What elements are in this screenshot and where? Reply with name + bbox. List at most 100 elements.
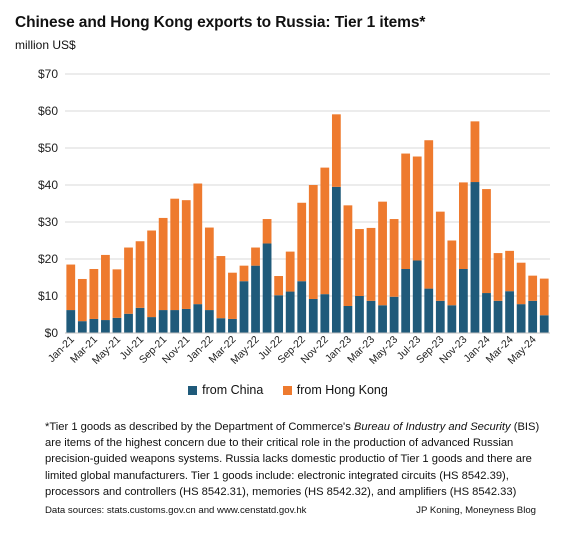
bar-china — [239, 281, 249, 333]
bar-china — [274, 295, 284, 333]
bar-hongkong — [135, 241, 145, 308]
y-axis-unit-label: million US$ — [15, 38, 76, 52]
bar-hongkong — [112, 269, 122, 318]
bar-hongkong — [505, 250, 514, 292]
bar-hongkong — [204, 227, 214, 311]
bar-china — [285, 291, 295, 333]
stacked-bar-chart: $0$10$20$30$40$50$60$70Jan-21Mar-21May-2… — [38, 67, 550, 367]
bar-china — [459, 268, 468, 333]
bar-hongkong — [66, 264, 76, 311]
legend: from China from Hong Kong — [0, 383, 576, 398]
footnote-italic: Bureau of Industry and Security — [353, 421, 511, 433]
bar-hongkong — [170, 198, 180, 311]
bar-china — [412, 260, 422, 333]
bar-china — [170, 310, 180, 333]
chart-title: Chinese and Hong Kong exports to Russia:… — [15, 14, 426, 31]
bar-hongkong — [297, 202, 307, 282]
bar-hongkong — [181, 200, 191, 309]
bar-hongkong — [285, 251, 295, 292]
bar-china — [101, 320, 110, 333]
y-tick-label: $30 — [38, 215, 58, 229]
bar-hongkong — [378, 201, 387, 306]
bar-hongkong — [262, 219, 272, 244]
y-tick-label: $50 — [38, 141, 58, 155]
bar-china — [470, 182, 480, 333]
legend-swatch-china — [188, 385, 198, 395]
bar-china — [193, 304, 203, 333]
y-tick-label: $20 — [38, 252, 58, 266]
bar-hongkong — [470, 121, 480, 183]
legend-label-china: from China — [202, 383, 264, 397]
bar-hongkong — [320, 167, 330, 295]
y-tick-label: $60 — [38, 104, 58, 118]
bar-hongkong — [147, 230, 156, 318]
bar-china — [366, 300, 376, 333]
author-credit: JP Koning, Moneyness Blog — [416, 505, 536, 516]
legend-item-china: from China — [188, 383, 263, 397]
bar-china — [389, 296, 399, 333]
bar-hongkong — [193, 183, 203, 305]
bars — [66, 114, 549, 333]
bar-hongkong — [401, 153, 411, 269]
bar-china — [89, 318, 99, 333]
bar-china — [216, 318, 226, 333]
bar-hongkong — [274, 276, 284, 296]
bar-china — [343, 305, 353, 333]
bar-china — [228, 318, 237, 333]
gridlines — [65, 73, 550, 297]
bar-hongkong — [89, 268, 99, 319]
y-tick-label: $40 — [38, 178, 58, 192]
bar-hongkong — [228, 272, 237, 319]
footnote: *Tier 1 goods as described by the Depart… — [45, 419, 545, 500]
y-tick-label: $10 — [38, 289, 58, 303]
bar-china — [297, 281, 307, 333]
bar-hongkong — [77, 278, 87, 322]
bar-hongkong — [124, 247, 133, 314]
legend-swatch-hongkong — [282, 385, 292, 395]
bar-china — [482, 293, 491, 333]
bar-hongkong — [308, 185, 318, 299]
bar-china — [66, 310, 76, 333]
bar-hongkong — [331, 114, 341, 187]
footnote-prefix: *Tier 1 goods as described by the Depart… — [45, 421, 354, 433]
bar-china — [124, 313, 133, 333]
bar-hongkong — [459, 182, 468, 269]
bar-china — [308, 298, 318, 333]
bar-hongkong — [412, 156, 422, 261]
bar-china — [251, 265, 260, 333]
bar-china — [158, 310, 168, 333]
y-tick-label: $0 — [45, 326, 59, 340]
y-tick-label: $70 — [38, 67, 58, 81]
bar-china — [493, 300, 503, 333]
bar-hongkong — [424, 140, 434, 289]
bar-china — [181, 308, 191, 333]
bar-hongkong — [101, 254, 110, 321]
bar-hongkong — [493, 253, 503, 301]
bar-china — [539, 315, 549, 333]
bar-hongkong — [389, 219, 399, 297]
bar-china — [135, 307, 145, 333]
bar-china — [505, 291, 514, 333]
bar-hongkong — [482, 189, 491, 294]
bar-hongkong — [216, 256, 226, 319]
bar-hongkong — [366, 227, 376, 301]
bar-china — [331, 186, 341, 333]
legend-label-hongkong: from Hong Kong — [296, 383, 388, 397]
bar-hongkong — [528, 275, 538, 301]
bar-hongkong — [158, 217, 168, 311]
bar-hongkong — [343, 205, 353, 306]
bar-hongkong — [251, 247, 260, 266]
bar-hongkong — [447, 240, 457, 306]
bar-china — [528, 300, 538, 333]
bar-china — [320, 294, 330, 333]
bar-hongkong — [539, 278, 549, 316]
data-source: Data sources: stats.customs.gov.cn and w… — [45, 505, 307, 516]
bar-china — [516, 304, 526, 333]
bar-china — [424, 288, 434, 333]
legend-item-hongkong: from Hong Kong — [282, 383, 388, 397]
bar-hongkong — [435, 211, 445, 301]
footnote-suffix: (BIS) are items of the highest concern d… — [45, 421, 540, 498]
bar-china — [147, 317, 156, 333]
bar-china — [77, 321, 87, 333]
bar-hongkong — [355, 229, 364, 296]
